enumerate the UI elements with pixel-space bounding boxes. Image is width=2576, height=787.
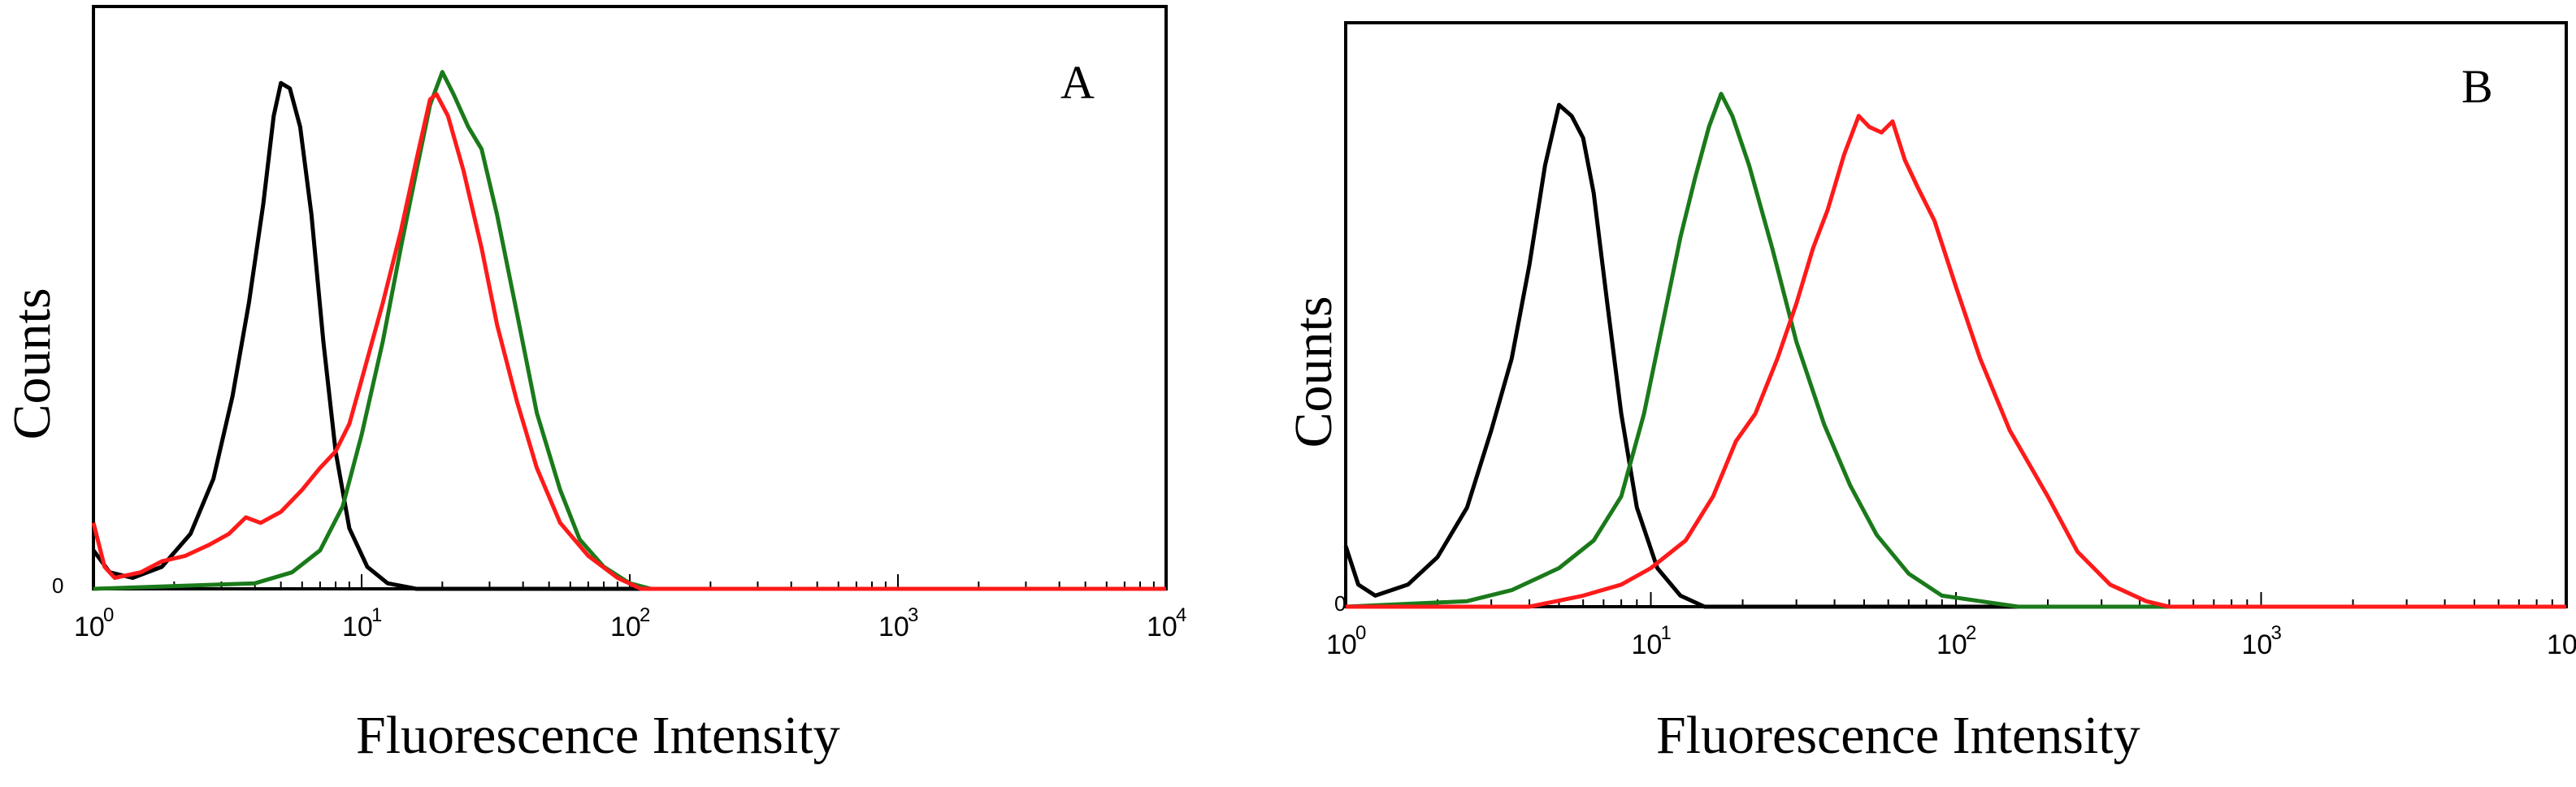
x-tick-label: 10 [1326, 629, 1357, 660]
x-tick-label: 10 [1147, 612, 1177, 642]
x-tick-exponent: 3 [2271, 622, 2282, 644]
series-red-line [1346, 114, 2566, 609]
series-red-line [91, 92, 1166, 591]
plot-frame [1344, 21, 2568, 608]
y-axis-label: Counts [2, 288, 62, 440]
histogram-a: 100 101 102 103 104 [74, 5, 1186, 642]
panel-label: A [1060, 56, 1095, 109]
x-tick-exponent: 3 [908, 604, 918, 626]
x-tick-exponent: 2 [1966, 622, 1976, 644]
series-black-line [1343, 102, 2566, 609]
y-zero-label: 0 [52, 573, 64, 598]
x-tick-exponent: 1 [1661, 622, 1672, 644]
plot-frame [92, 5, 1168, 590]
y-zero-label: 0 [1334, 591, 1347, 616]
series-green-line [93, 70, 1166, 591]
x-tick-label: 10 [2547, 629, 2576, 660]
y-axis-label: Counts [1284, 296, 1343, 448]
panel-label: B [2461, 60, 2493, 113]
panel-a: 10 0 10 1 10 2 10 3 10 4 A 0 Counts Fluorescence … [0, 0, 1251, 787]
x-tick-exponent: 0 [103, 604, 114, 626]
series-green-line [1345, 92, 2566, 609]
x-tick-label: 10 [74, 612, 105, 642]
x-axis-label: Fluorescence Intensity [1656, 706, 2140, 765]
series-black-line [91, 80, 1166, 591]
x-tick-label: 10 [1632, 629, 1663, 660]
x-tick-exponent: 4 [1176, 604, 1186, 626]
x-tick-label: 10 [1936, 629, 1967, 660]
x-tick-exponent: 0 [1355, 622, 1366, 644]
x-axis-label: Fluorescence Intensity [356, 706, 840, 765]
x-tick-label: 10 [610, 612, 641, 642]
x-tick-exponent: 2 [640, 604, 650, 626]
x-tick-label: 10 [2242, 629, 2273, 660]
x-tick-label: 10 [342, 612, 373, 642]
x-tick-label: 10 [878, 612, 909, 642]
x-tick-exponent: 1 [371, 604, 382, 626]
